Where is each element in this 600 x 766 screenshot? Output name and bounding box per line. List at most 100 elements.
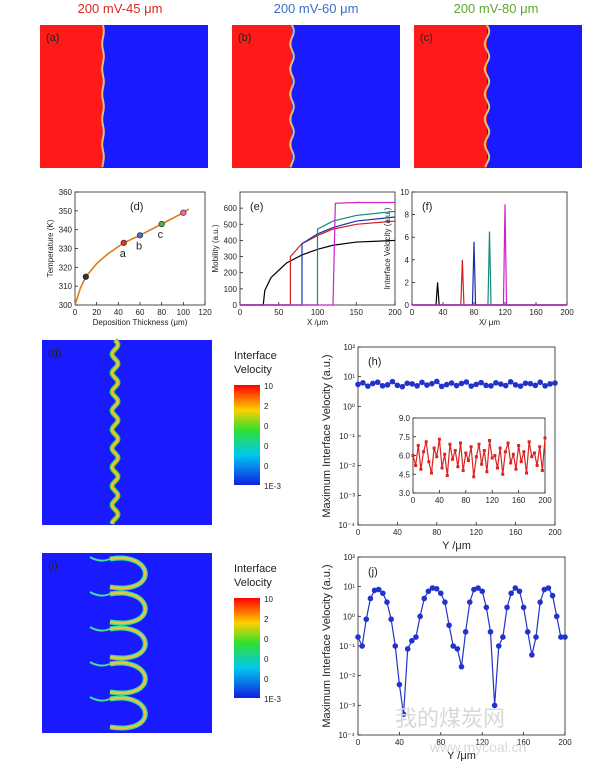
colorbar xyxy=(234,598,260,698)
marker xyxy=(480,462,484,466)
map-label: (a) xyxy=(46,32,59,44)
marker xyxy=(522,380,529,387)
marker xyxy=(493,380,499,386)
map-label: (g) xyxy=(48,347,61,359)
y-tick-label: 10⁻¹ xyxy=(339,642,355,651)
marker xyxy=(359,643,365,649)
y-tick-label: 7.5 xyxy=(399,433,411,442)
x-tick-label: 120 xyxy=(470,528,484,537)
x-tick-label: 80 xyxy=(470,308,479,317)
x-tick-label: 0 xyxy=(410,308,415,317)
marker xyxy=(424,382,430,388)
marker xyxy=(414,464,418,467)
x-tick-label: 150 xyxy=(350,308,364,317)
marker xyxy=(511,452,515,456)
x-axis-label: Deposition Thickness (μm) xyxy=(93,318,188,327)
panel-header: 200 mV-45 μm xyxy=(78,1,163,16)
marker xyxy=(517,444,521,447)
cell-tail xyxy=(89,661,111,667)
marker xyxy=(498,446,502,450)
x-axis-label: X /μm xyxy=(307,318,328,327)
marker xyxy=(508,590,514,597)
marker xyxy=(396,681,403,688)
y-tick-label: 2 xyxy=(405,278,410,287)
annotation: c xyxy=(158,229,164,241)
marker xyxy=(527,380,534,387)
y-tick-label: 10¹ xyxy=(343,373,355,382)
colorbar-tick-label: 2 xyxy=(264,402,269,411)
marker xyxy=(524,629,531,635)
marker xyxy=(417,613,423,620)
marker xyxy=(478,379,484,386)
marker xyxy=(495,466,499,470)
marker xyxy=(435,455,439,459)
colorbar-title: Velocity xyxy=(234,577,272,589)
marker xyxy=(443,452,447,456)
marker xyxy=(532,382,539,389)
colorbar-title: Interface xyxy=(234,350,277,362)
y-tick-label: 8 xyxy=(405,211,410,220)
x-tick-label: 50 xyxy=(274,308,283,317)
y-tick-label: 10⁰ xyxy=(343,402,355,411)
map-solid-region xyxy=(40,25,103,168)
y-tick-label: 10⁻² xyxy=(339,462,355,471)
marker xyxy=(400,711,407,718)
marker xyxy=(483,604,490,611)
marker xyxy=(369,380,376,387)
marker xyxy=(501,472,505,476)
series-line xyxy=(240,220,396,306)
panel-label: (j) xyxy=(368,566,378,578)
cell-front xyxy=(109,591,147,625)
x-tick-label: 0 xyxy=(73,308,78,317)
marker xyxy=(411,454,415,457)
marker xyxy=(451,457,455,461)
y-tick-label: 3.0 xyxy=(399,489,411,498)
marker xyxy=(363,616,370,623)
y-tick-label: 200 xyxy=(224,269,238,278)
marker xyxy=(437,590,444,597)
marker xyxy=(355,381,361,388)
annotation: b xyxy=(136,240,142,252)
x-tick-label: 80 xyxy=(436,738,445,747)
cell-tail xyxy=(89,591,111,597)
marker xyxy=(483,382,489,389)
y-tick-label: 600 xyxy=(224,204,238,213)
marker xyxy=(543,436,547,440)
marker xyxy=(416,444,420,447)
x-tick-label: 0 xyxy=(411,496,416,505)
y-axis-label: Mobility (a.u.) xyxy=(211,224,220,272)
x-tick-label: 40 xyxy=(439,308,448,317)
marker xyxy=(520,604,527,611)
marker xyxy=(429,471,433,475)
cell-tail xyxy=(89,556,111,562)
marker xyxy=(562,634,568,640)
series-line xyxy=(240,239,396,306)
y-tick-label: 320 xyxy=(59,263,73,272)
series-line xyxy=(74,208,190,306)
colorbar-tick-label: 0 xyxy=(264,462,269,471)
marker xyxy=(421,595,428,602)
y-tick-label: 0 xyxy=(233,301,238,310)
x-axis-label: Y /μm xyxy=(447,750,476,761)
marker xyxy=(82,273,89,280)
marker xyxy=(425,588,432,595)
x-tick-label: 80 xyxy=(432,528,441,537)
x-tick-label: 80 xyxy=(157,308,166,317)
panel-label: (h) xyxy=(368,356,381,368)
marker xyxy=(399,383,406,390)
marker xyxy=(456,465,460,469)
marker xyxy=(429,380,435,387)
marker xyxy=(440,466,444,470)
x-tick-label: 0 xyxy=(238,308,243,317)
marker xyxy=(448,380,455,386)
marker xyxy=(493,454,497,457)
map-label: (c) xyxy=(420,32,433,44)
marker xyxy=(525,471,529,475)
x-tick-label: 40 xyxy=(393,528,402,537)
marker xyxy=(530,455,534,459)
marker xyxy=(380,590,386,597)
map-solid-region xyxy=(414,25,487,168)
marker xyxy=(355,634,361,640)
colorbar-tick-label: 10 xyxy=(264,595,273,604)
